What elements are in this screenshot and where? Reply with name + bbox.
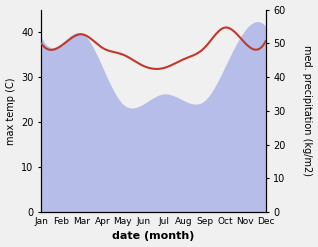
- Y-axis label: max temp (C): max temp (C): [5, 77, 16, 144]
- Y-axis label: med. precipitation (kg/m2): med. precipitation (kg/m2): [302, 45, 313, 176]
- X-axis label: date (month): date (month): [112, 231, 195, 242]
